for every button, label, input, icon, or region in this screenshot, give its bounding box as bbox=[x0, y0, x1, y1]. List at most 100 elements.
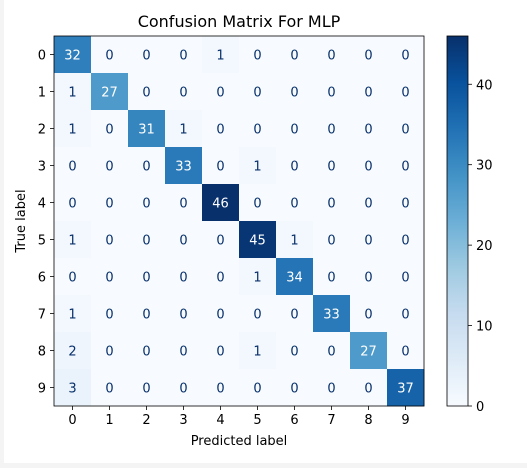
heatmap-cell bbox=[276, 221, 314, 259]
cell-value-label: 0 bbox=[401, 49, 409, 64]
y-tick-label: 1 bbox=[38, 86, 46, 101]
y-axis-ticks: 0 1 2 3 4 5 6 7 8 9 bbox=[38, 49, 54, 397]
cell-value-label: 0 bbox=[364, 123, 372, 138]
cell-value-label: 0 bbox=[401, 345, 409, 360]
heatmap-cell bbox=[202, 110, 240, 148]
cell-value-label: 0 bbox=[253, 49, 261, 64]
heatmap-cell bbox=[350, 147, 388, 185]
cell-value-label: 0 bbox=[401, 160, 409, 175]
left-edge-strip bbox=[0, 0, 4, 468]
x-tick-label: 9 bbox=[401, 413, 409, 428]
cell-value-label: 1 bbox=[68, 86, 76, 101]
cell-value-label: 0 bbox=[216, 86, 224, 101]
cell-value-label: 0 bbox=[179, 345, 187, 360]
heatmap-cells bbox=[54, 36, 425, 407]
y-tick-label: 2 bbox=[38, 123, 46, 138]
heatmap-cell bbox=[276, 184, 314, 222]
heatmap-cell bbox=[276, 369, 314, 407]
heatmap-cell bbox=[239, 369, 277, 407]
cell-value-label: 0 bbox=[290, 345, 298, 360]
heatmap-cell bbox=[350, 258, 388, 296]
heatmap-cell bbox=[313, 184, 351, 222]
heatmap-cell bbox=[165, 110, 203, 148]
x-tick-label: 6 bbox=[290, 413, 298, 428]
bottom-edge-strip bbox=[0, 463, 527, 468]
heatmap-cell bbox=[313, 295, 351, 333]
cell-value-label: 0 bbox=[68, 160, 76, 175]
heatmap-cell bbox=[54, 369, 92, 407]
cell-value-label: 0 bbox=[327, 86, 335, 101]
heatmap-cell bbox=[276, 147, 314, 185]
heatmap-cell bbox=[54, 184, 92, 222]
heatmap-cell bbox=[350, 295, 388, 333]
cell-value-label: 0 bbox=[364, 160, 372, 175]
cell-value-label: 32 bbox=[64, 49, 81, 64]
cell-value-label: 2 bbox=[68, 345, 76, 360]
cell-value-label: 0 bbox=[253, 197, 261, 212]
heatmap-cell bbox=[387, 295, 425, 333]
heatmap-cell bbox=[54, 36, 92, 74]
cell-value-label: 0 bbox=[327, 234, 335, 249]
cell-value-label: 31 bbox=[138, 123, 155, 138]
heatmap-cell bbox=[387, 73, 425, 111]
cell-value-label: 0 bbox=[216, 160, 224, 175]
cell-value-label: 27 bbox=[101, 86, 118, 101]
heatmap-cell bbox=[239, 73, 277, 111]
cell-value-label: 0 bbox=[179, 86, 187, 101]
heatmap-cell bbox=[91, 295, 129, 333]
heatmap-cell bbox=[239, 110, 277, 148]
heatmap-cell bbox=[202, 147, 240, 185]
cell-value-label: 0 bbox=[290, 308, 298, 323]
cell-value-label: 0 bbox=[327, 49, 335, 64]
heatmap-cell bbox=[202, 36, 240, 74]
y-tick-label: 5 bbox=[38, 234, 46, 249]
heatmap-cell bbox=[387, 147, 425, 185]
heatmap-cell bbox=[313, 110, 351, 148]
y-tick-label: 4 bbox=[38, 197, 46, 212]
y-tick-label: 0 bbox=[38, 49, 46, 64]
heatmap-cell bbox=[313, 258, 351, 296]
cell-value-label: 3 bbox=[68, 382, 76, 397]
heatmap-cell bbox=[202, 369, 240, 407]
cell-value-label: 1 bbox=[68, 234, 76, 249]
cell-value-label: 0 bbox=[216, 234, 224, 249]
cell-value-label: 0 bbox=[142, 234, 150, 249]
cell-value-label: 0 bbox=[253, 308, 261, 323]
cell-value-label: 0 bbox=[68, 197, 76, 212]
heatmap-cell bbox=[239, 221, 277, 259]
cell-value-label: 0 bbox=[253, 382, 261, 397]
cell-value-label: 0 bbox=[105, 345, 113, 360]
cell-value-label: 0 bbox=[216, 271, 224, 286]
cell-value-label: 46 bbox=[212, 197, 229, 212]
heatmap-cell bbox=[239, 295, 277, 333]
cell-value-label: 0 bbox=[179, 382, 187, 397]
heatmap-cell bbox=[387, 332, 425, 370]
cell-value-label: 0 bbox=[142, 49, 150, 64]
heatmap-cell bbox=[91, 147, 129, 185]
y-axis-label: True label bbox=[14, 189, 29, 253]
heatmap-cell bbox=[276, 332, 314, 370]
heatmap-cell bbox=[54, 221, 92, 259]
heatmap-cell bbox=[128, 369, 166, 407]
cell-value-label: 0 bbox=[105, 123, 113, 138]
cell-value-label: 0 bbox=[290, 49, 298, 64]
x-tick-label: 7 bbox=[327, 413, 335, 428]
x-tick-label: 4 bbox=[216, 413, 224, 428]
heatmap-cell-labels: 32 0 0 0 1 0 0 0 0 01 27 0 0 0 0 0 0 0 01 0 31 1 0 0 0 0 0 00 0 0 33 0 1… bbox=[64, 49, 414, 397]
heatmap-cell bbox=[165, 258, 203, 296]
colorbar bbox=[446, 35, 469, 407]
x-tick-label: 0 bbox=[68, 413, 76, 428]
heatmap-cell bbox=[350, 332, 388, 370]
heatmap-cell bbox=[239, 36, 277, 74]
heatmap-cell bbox=[91, 36, 129, 74]
cell-value-label: 1 bbox=[68, 123, 76, 138]
heatmap-cell bbox=[91, 258, 129, 296]
cell-value-label: 0 bbox=[290, 382, 298, 397]
cell-value-label: 34 bbox=[286, 271, 303, 286]
heatmap-cell bbox=[91, 73, 129, 111]
cell-value-label: 0 bbox=[216, 345, 224, 360]
heatmap-cell bbox=[202, 258, 240, 296]
cell-value-label: 0 bbox=[105, 308, 113, 323]
heatmap-cell bbox=[239, 332, 277, 370]
cell-value-label: 0 bbox=[327, 160, 335, 175]
